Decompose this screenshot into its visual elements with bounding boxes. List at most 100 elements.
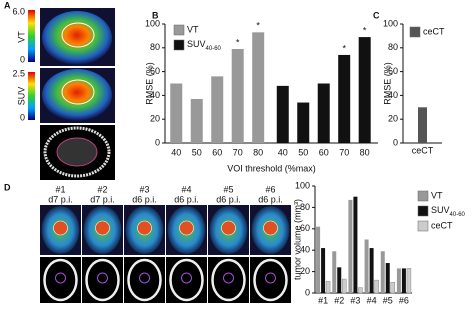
y-tick-label: 100 bbox=[383, 18, 398, 28]
panel-a-images bbox=[28, 8, 115, 180]
y-tick-label: 60 bbox=[300, 223, 310, 233]
scan-tumor bbox=[53, 220, 68, 236]
bar bbox=[401, 268, 406, 293]
y-tick-label: 0 bbox=[305, 287, 310, 297]
scan-ct-tumor bbox=[265, 272, 276, 284]
bar bbox=[358, 37, 371, 144]
legend-swatch bbox=[417, 205, 429, 217]
legend-swatch bbox=[409, 26, 421, 38]
bar bbox=[348, 199, 353, 293]
legend-swatch bbox=[417, 190, 429, 202]
bar bbox=[252, 32, 265, 143]
bar bbox=[353, 196, 358, 293]
annotation: * bbox=[256, 21, 260, 31]
scan-tumor bbox=[263, 220, 278, 236]
x-tick-label: 80 bbox=[253, 147, 263, 157]
bar bbox=[317, 83, 330, 143]
scan-tumor bbox=[95, 220, 110, 236]
x-tick-label: ceCT bbox=[412, 145, 434, 155]
scan-day: d7 p.i. bbox=[48, 194, 73, 204]
x-tick-label: #2 bbox=[334, 295, 344, 305]
x-tick-label: 50 bbox=[192, 147, 202, 157]
panel-label: A bbox=[4, 0, 11, 10]
x-tick-label: 70 bbox=[233, 147, 243, 157]
scan-ct-skull bbox=[253, 258, 288, 302]
scan-tumor bbox=[179, 220, 194, 236]
y-tick-label: 80 bbox=[388, 42, 398, 52]
x-tick-label: 70 bbox=[339, 147, 349, 157]
x-tick-label: #5 bbox=[383, 295, 393, 305]
legend-label: SUV40-60 bbox=[187, 39, 222, 51]
bar bbox=[297, 102, 310, 143]
bar bbox=[380, 251, 385, 293]
y-tick-label: 40 bbox=[300, 245, 310, 255]
scan-ct-tumor bbox=[139, 272, 150, 284]
panel-label: B bbox=[152, 10, 159, 20]
x-tick-label: 40 bbox=[278, 147, 288, 157]
x-tick-label: #6 bbox=[399, 295, 409, 305]
bar bbox=[369, 248, 374, 293]
scan-ct bbox=[40, 257, 81, 303]
scan-ct bbox=[208, 257, 249, 303]
bar bbox=[396, 268, 401, 293]
scan-ct bbox=[166, 257, 207, 303]
annotation: * bbox=[363, 25, 367, 35]
bar bbox=[276, 85, 289, 143]
x-tick-label: 40 bbox=[171, 147, 181, 157]
scan-ct-tumor bbox=[97, 272, 108, 284]
x-tick-label: 80 bbox=[360, 147, 370, 157]
y-tick-label: 80 bbox=[300, 202, 310, 212]
scan-day: d6 p.i. bbox=[258, 194, 283, 204]
scan-ct bbox=[250, 257, 291, 303]
y-axis-label: RMSE (%) bbox=[144, 62, 154, 105]
scan-tumor bbox=[137, 220, 152, 236]
y-tick-label: 20 bbox=[150, 114, 160, 124]
bar bbox=[332, 251, 337, 293]
legend-label: VT bbox=[187, 24, 199, 34]
annotation: * bbox=[342, 43, 346, 53]
scan-id: #5 bbox=[223, 184, 233, 194]
scan-id: #4 bbox=[181, 184, 191, 194]
legend-label: ceCT bbox=[423, 26, 445, 36]
y-tick-label: 20 bbox=[388, 114, 398, 124]
bar bbox=[231, 48, 244, 143]
scale-max: 6.0 bbox=[12, 6, 25, 16]
scan-ct-skull bbox=[85, 258, 120, 302]
y-axis-label: tumor volume (mm³) bbox=[292, 199, 302, 280]
scan-ct-tumor bbox=[55, 272, 66, 284]
bar bbox=[337, 267, 342, 293]
scan-ct bbox=[124, 257, 165, 303]
scale-max: 2.5 bbox=[12, 68, 25, 78]
bar bbox=[418, 107, 427, 143]
x-tick-label: #4 bbox=[367, 295, 377, 305]
scan-day: d6 p.i. bbox=[174, 194, 199, 204]
legend-swatch bbox=[173, 39, 185, 51]
scan-ct bbox=[82, 257, 123, 303]
legend-swatch bbox=[173, 24, 185, 36]
legend-label: VT bbox=[431, 190, 443, 200]
y-tick-label: 60 bbox=[388, 66, 398, 76]
bar bbox=[321, 248, 326, 293]
scan-ct-tumor bbox=[181, 272, 192, 284]
scale-min: 0 bbox=[20, 54, 25, 64]
panel-label: C bbox=[373, 10, 380, 20]
scan-id: #3 bbox=[139, 184, 149, 194]
x-tick-label: #1 bbox=[318, 295, 328, 305]
scale-label: SUV bbox=[16, 87, 26, 106]
y-tick-label: 100 bbox=[145, 18, 160, 28]
bar bbox=[385, 263, 390, 293]
x-tick-label: 60 bbox=[212, 147, 222, 157]
scan-id: #6 bbox=[265, 184, 275, 194]
y-tick-label: 40 bbox=[388, 90, 398, 100]
scan-ct-skull bbox=[169, 258, 204, 302]
scan-day: d6 p.i. bbox=[216, 194, 241, 204]
bar bbox=[406, 268, 412, 294]
scan-id: #1 bbox=[55, 184, 65, 194]
scan-day: d6 p.i. bbox=[132, 194, 157, 204]
bar bbox=[358, 287, 363, 294]
y-tick-label: 80 bbox=[150, 42, 160, 52]
bar bbox=[390, 282, 395, 294]
bar bbox=[364, 239, 369, 293]
x-tick-label: #3 bbox=[350, 295, 360, 305]
bar bbox=[374, 279, 379, 294]
